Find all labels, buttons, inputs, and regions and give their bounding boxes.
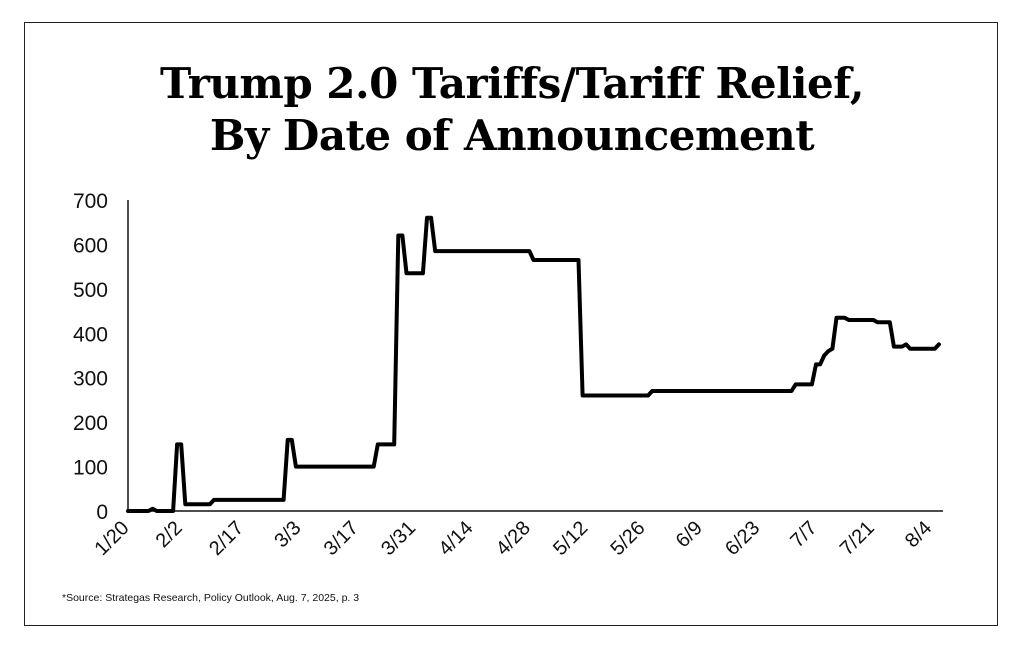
chart-title-line-1: Trump 2.0 Tariffs/Tariff Relief, (160, 59, 864, 108)
y-tick-label: 600 (73, 234, 108, 257)
x-tick-label: 3/3 (270, 517, 305, 552)
x-tick-label: 4/28 (492, 517, 535, 560)
y-axis: 0 100 200 300 400 500 600 700 (73, 190, 129, 524)
x-tick-label: 5/12 (549, 517, 592, 560)
x-tick-label: 7/7 (786, 517, 821, 552)
x-tick-label: 8/4 (901, 517, 936, 552)
y-tick-label: 400 (73, 323, 108, 346)
x-tick-label: 6/23 (721, 517, 764, 560)
x-tick-label: 7/21 (836, 517, 879, 560)
x-tick-label: 5/26 (606, 517, 649, 560)
x-axis: 1/20 2/2 2/17 3/3 3/17 3/31 4/14 4/28 5/12 5/26 6/… (90, 510, 943, 560)
source-note: *Source: Strategas Research, Policy Outl… (62, 592, 360, 604)
chart-title: Trump 2.0 Tariffs/Tariff Relief, By Date… (0, 58, 1024, 162)
x-tick-label: 3/31 (377, 517, 420, 560)
y-tick-label: 200 (73, 412, 108, 435)
series-group (126, 215, 941, 513)
chart-title-line-2: By Date of Announcement (209, 111, 815, 160)
x-tick-label: 2/2 (152, 517, 187, 552)
y-tick-label: 0 (96, 501, 108, 524)
x-tick-label: 3/17 (320, 517, 363, 560)
x-tick-label: 4/14 (434, 517, 477, 560)
x-tick-label: 2/17 (205, 517, 248, 560)
y-tick-label: 100 (73, 457, 108, 480)
y-tick-label: 700 (73, 190, 108, 213)
y-tick-label: 300 (73, 368, 108, 391)
x-tick-label: 6/9 (672, 517, 707, 552)
y-tick-label: 500 (73, 279, 108, 302)
series-line (126, 215, 941, 513)
